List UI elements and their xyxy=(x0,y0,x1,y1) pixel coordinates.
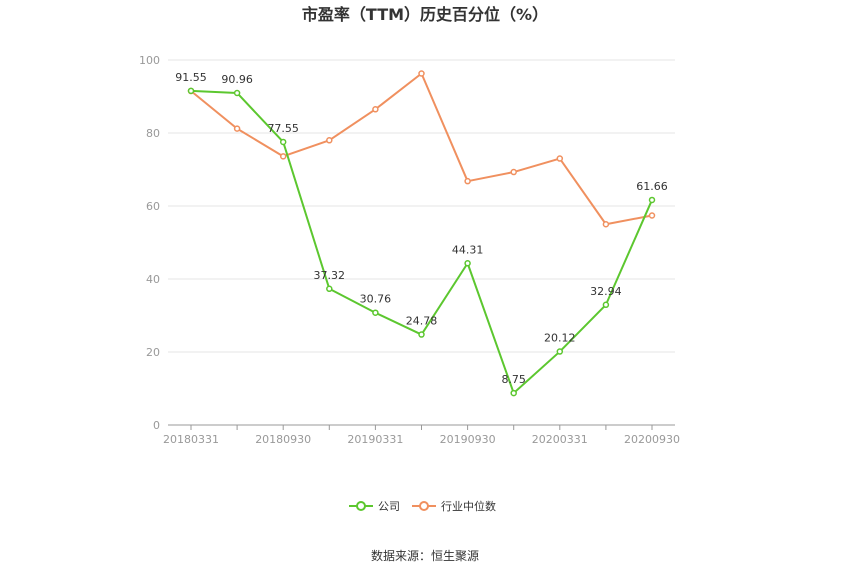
data-point xyxy=(372,106,379,113)
legend-item[interactable]: 公司 xyxy=(349,500,400,513)
data-label: 24.78 xyxy=(406,315,438,328)
data-label: 8.75 xyxy=(501,373,526,386)
data-label: 32.94 xyxy=(590,285,622,298)
data-label: 20.12 xyxy=(544,332,576,345)
data-label: 77.55 xyxy=(267,122,299,135)
y-tick-label: 60 xyxy=(146,200,160,213)
data-point xyxy=(372,309,379,316)
data-point xyxy=(187,87,195,95)
data-label: 30.76 xyxy=(360,293,392,306)
y-tick-label: 100 xyxy=(139,54,160,67)
data-labels: 91.55 90.96 77.55 37.32 30.76 24.78 44.31 8.75 2… xyxy=(175,71,668,386)
data-point xyxy=(602,221,610,228)
data-point xyxy=(556,155,564,162)
data-label: 37.32 xyxy=(314,269,346,282)
legend-label: 公司 xyxy=(378,500,400,513)
legend-label: 行业中位数 xyxy=(441,499,496,513)
data-point xyxy=(602,301,610,309)
series-line xyxy=(190,89,653,395)
source-note: 数据来源：恒生聚源 xyxy=(371,548,479,563)
data-point xyxy=(464,177,471,185)
data-point xyxy=(233,89,241,97)
y-tick-label: 40 xyxy=(146,273,160,286)
x-tick-label: 20180331 xyxy=(163,433,219,446)
data-point xyxy=(279,138,287,146)
x-tick-label: 20180930 xyxy=(255,433,311,446)
data-point xyxy=(510,389,517,397)
y-axis: 0 20 40 60 80 100 xyxy=(139,54,160,432)
data-point xyxy=(556,348,564,355)
chart-title: 市盈率（TTM）历史百分位（%） xyxy=(302,5,548,24)
x-tick-label: 20190930 xyxy=(440,433,496,446)
data-label: 91.55 xyxy=(175,71,207,84)
y-tick-label: 20 xyxy=(146,346,160,359)
data-point xyxy=(418,331,425,338)
x-tick-label: 20200331 xyxy=(532,433,588,446)
x-tick-label: 20190331 xyxy=(347,433,403,446)
data-label: 44.31 xyxy=(452,243,484,256)
legend-marker xyxy=(419,501,429,511)
data-point xyxy=(464,260,471,267)
y-tick-label: 0 xyxy=(153,419,160,432)
legend-item[interactable]: 行业中位数 xyxy=(412,499,496,513)
data-point xyxy=(418,70,425,77)
grid xyxy=(168,59,675,353)
legend[interactable]: 公司 行业中位数 xyxy=(349,499,496,513)
data-point xyxy=(233,125,241,132)
data-point xyxy=(648,212,656,219)
data-point xyxy=(326,285,333,293)
series-line xyxy=(190,72,653,226)
x-tick-label: 20200930 xyxy=(624,433,680,446)
y-tick-label: 80 xyxy=(146,127,160,140)
series-group xyxy=(187,70,656,397)
data-label: 90.96 xyxy=(221,73,253,86)
data-point xyxy=(648,196,656,204)
x-axis: 20180331 20180930 20190331 20190930 20200331… xyxy=(163,424,680,446)
legend-marker xyxy=(356,501,366,511)
data-point xyxy=(510,168,517,176)
data-point xyxy=(279,153,287,160)
data-label: 61.66 xyxy=(636,180,668,193)
data-point xyxy=(326,137,333,144)
